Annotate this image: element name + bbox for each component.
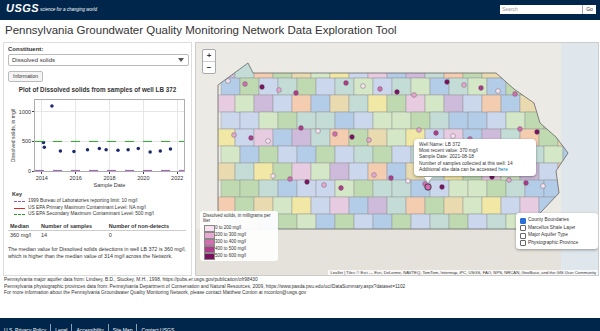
html-text:Number of samples: Number of samples — [41, 223, 92, 229]
html-text:For more information about the: For more information about the Pennsylva… — [4, 290, 307, 296]
html-text:Key: Key — [12, 191, 23, 197]
html-text:Pennsylvania major aquifer dat: Pennsylvania major aquifer data from: Li… — [4, 277, 258, 282]
html-text:Marcellus Shale Layer: Marcellus Shale Layer — [528, 224, 576, 230]
html-text:Dissolved solids: Dissolved solids — [12, 57, 55, 63]
html-text:US EPA Primary Maximum Contami: US EPA Primary Maximum Contaminant Level… — [28, 204, 146, 210]
html-text:Go: Go — [586, 6, 593, 12]
html-text:Dissolved solids, in milligram: Dissolved solids, in milligrams per lite… — [203, 213, 271, 223]
html-text:Plot of Dissolved solids from: Plot of Dissolved solids from samples of… — [18, 86, 177, 93]
html-text:Pennsylvania physiographic pro: Pennsylvania physiographic provinces dat… — [4, 283, 406, 289]
svg-text:2014: 2014 — [36, 175, 48, 181]
html-text:1999 Bureau of Laboratories re: 1999 Bureau of Laboratories reporting li… — [28, 198, 138, 203]
html-text:Search: Search — [502, 6, 518, 12]
svg-text:0: 0 — [28, 168, 31, 174]
html-text:0: 0 — [108, 232, 112, 238]
html-text:Information: Information — [13, 73, 38, 79]
html-text:Sample Date: 2021-08-18: Sample Date: 2021-08-18 — [419, 154, 474, 160]
html-text:Number of samples collected at: Number of samples collected at this well… — [419, 160, 513, 166]
html-text:500 to 600 mg/l: 500 to 600 mg/l — [215, 253, 246, 258]
svg-text:2020: 2020 — [137, 175, 149, 181]
html-text:200 to 300 mg/l: 200 to 300 mg/l — [215, 232, 246, 237]
html-text:0 to 200 mg/l: 0 to 200 mg/l — [215, 225, 241, 230]
html-text:US EPA Secondary Maximum Conta: US EPA Secondary Maximum Contaminant Lev… — [28, 211, 154, 216]
html-text:300 to 400 mg/l: 300 to 400 mg/l — [215, 239, 246, 244]
svg-text:500: 500 — [22, 138, 31, 144]
html-text:Most recent value: 370 mg/l: Most recent value: 370 mg/l — [419, 148, 478, 154]
svg-text:2018: 2018 — [103, 175, 115, 181]
html-text:County Boundaries: County Boundaries — [528, 217, 569, 222]
svg-text:2022: 2022 — [171, 175, 183, 181]
html-text:Median: Median — [10, 223, 29, 229]
html-text:Additional site data can be ac: Additional site data can be accessed her… — [419, 166, 508, 172]
html-text:Pennsylvania Groundwater Quali: Pennsylvania Groundwater Quality Monitor… — [5, 24, 397, 36]
html-text:science for a changing world: science for a changing world — [40, 7, 97, 12]
html-text:Physiographic Province: Physiographic Province — [528, 239, 579, 245]
html-text:USGS: USGS — [6, 2, 40, 14]
html-text:Constituent:: Constituent: — [8, 46, 44, 52]
svg-text:Dissolved solids, in mg/l: Dissolved solids, in mg/l — [10, 109, 16, 162]
svg-text:1000: 1000 — [19, 109, 31, 115]
html-text:Well Name: LB 372: Well Name: LB 372 — [419, 142, 461, 147]
svg-text:Sample Date: Sample Date — [94, 182, 126, 188]
html-text:Number of non-detects: Number of non-detects — [108, 223, 169, 229]
html-text:400 to 500 mg/l: 400 to 500 mg/l — [215, 246, 246, 251]
html-text:The median value for Dissolved: The median value for Dissolved solids de… — [8, 246, 186, 259]
html-text:Major Aquifer Type: Major Aquifer Type — [528, 232, 568, 237]
html-text:360 mg/l: 360 mg/l — [10, 232, 32, 238]
html-text:Leaflet | Tiles © Esri — Esri,: Leaflet | Tiles © Esri — Esri, DeLorme, … — [330, 270, 596, 275]
svg-text:2016: 2016 — [70, 175, 82, 181]
html-text:14: 14 — [41, 232, 48, 238]
